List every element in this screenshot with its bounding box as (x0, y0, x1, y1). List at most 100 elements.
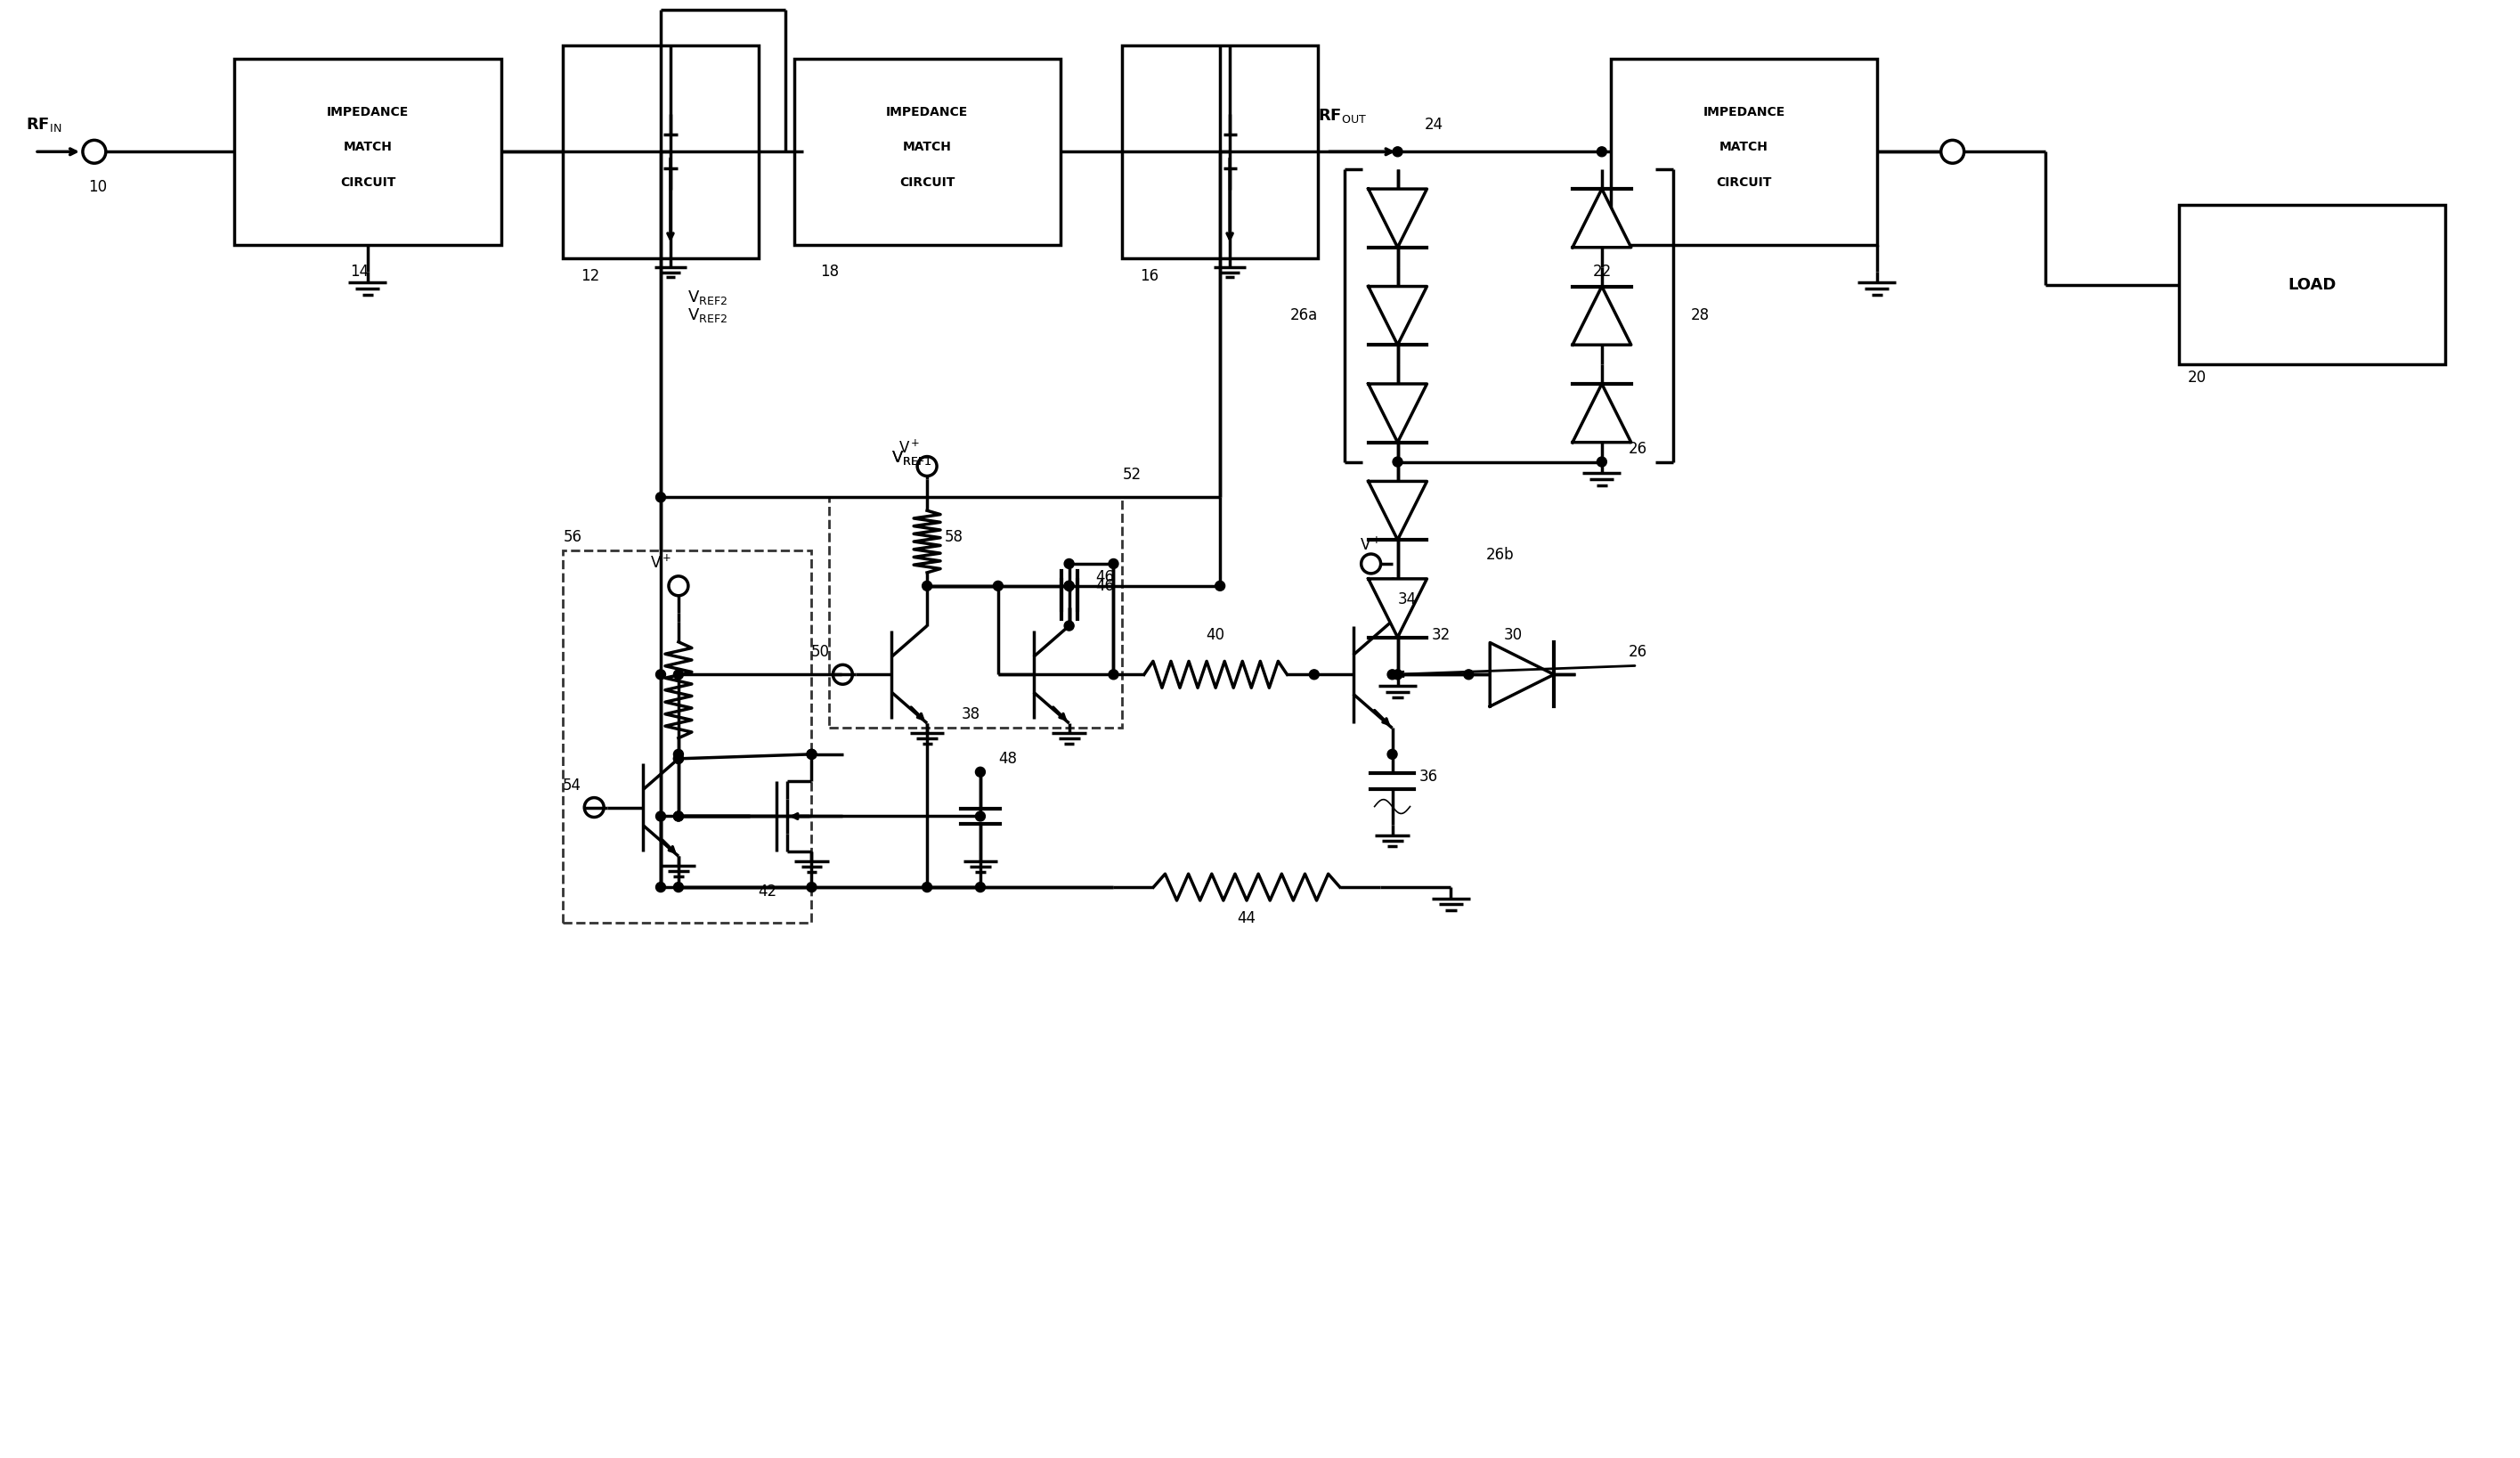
Text: IMPEDANCE: IMPEDANCE (887, 105, 968, 118)
Circle shape (1109, 669, 1119, 679)
Text: 26: 26 (1628, 440, 1648, 456)
Circle shape (993, 582, 1003, 590)
Circle shape (1063, 582, 1074, 590)
Text: 10: 10 (88, 179, 106, 195)
Text: 30: 30 (1504, 627, 1522, 643)
Text: V$_{\mathsf{REF2}}$: V$_{\mathsf{REF2}}$ (688, 306, 728, 325)
Polygon shape (1368, 190, 1426, 248)
Text: 42: 42 (759, 884, 776, 900)
Text: 26a: 26a (1290, 308, 1318, 324)
Polygon shape (1368, 579, 1426, 637)
Bar (2180, 206, 2444, 364)
Polygon shape (1368, 383, 1426, 442)
Text: 44: 44 (1237, 910, 1255, 926)
Circle shape (1215, 582, 1225, 590)
Text: CIRCUIT: CIRCUIT (340, 176, 396, 190)
Bar (794, 58, 1061, 245)
Circle shape (1464, 669, 1474, 679)
Text: 26b: 26b (1487, 547, 1515, 563)
Circle shape (673, 749, 683, 760)
Text: V$^+$: V$^+$ (650, 554, 670, 572)
Text: 54: 54 (562, 777, 580, 793)
Bar (562, 551, 811, 923)
Circle shape (1598, 147, 1608, 156)
Polygon shape (1368, 481, 1426, 539)
Circle shape (975, 882, 985, 892)
Text: 58: 58 (945, 529, 963, 545)
Circle shape (655, 669, 665, 679)
Circle shape (655, 882, 665, 892)
Text: 36: 36 (1419, 768, 1439, 784)
Circle shape (1394, 669, 1404, 679)
Circle shape (1389, 669, 1396, 679)
Circle shape (1389, 749, 1396, 760)
Text: MATCH: MATCH (902, 141, 953, 153)
Circle shape (1063, 621, 1074, 631)
Text: 24: 24 (1424, 117, 1444, 133)
Text: 14: 14 (350, 264, 368, 280)
Text: 48: 48 (998, 751, 1016, 767)
Circle shape (673, 812, 683, 821)
Circle shape (806, 882, 816, 892)
Text: 56: 56 (562, 529, 582, 545)
Text: V$_{\mathsf{REF1}}$: V$_{\mathsf{REF1}}$ (892, 449, 932, 467)
Bar (562, 45, 759, 258)
Polygon shape (1572, 286, 1630, 346)
Text: MATCH: MATCH (1719, 141, 1769, 153)
Text: 46: 46 (1096, 577, 1114, 593)
Circle shape (1394, 147, 1404, 156)
Polygon shape (1368, 286, 1426, 346)
Text: 34: 34 (1399, 590, 1416, 607)
Text: 32: 32 (1431, 627, 1452, 643)
Circle shape (1063, 582, 1074, 590)
Text: CIRCUIT: CIRCUIT (900, 176, 955, 190)
Text: 52: 52 (1121, 467, 1142, 483)
Circle shape (806, 749, 816, 760)
Circle shape (975, 812, 985, 821)
Circle shape (673, 669, 683, 679)
Text: V$^+$: V$^+$ (1361, 537, 1381, 554)
Text: 26: 26 (1628, 644, 1648, 660)
Text: V$^+$: V$^+$ (900, 439, 920, 456)
Circle shape (922, 582, 932, 590)
Polygon shape (1572, 383, 1630, 442)
Bar (829, 497, 1121, 728)
Text: CIRCUIT: CIRCUIT (1716, 176, 1772, 190)
Text: 12: 12 (580, 268, 600, 284)
Circle shape (1598, 456, 1608, 467)
Circle shape (806, 749, 816, 760)
Circle shape (673, 754, 683, 764)
Text: IMPEDANCE: IMPEDANCE (328, 105, 408, 118)
Text: 46: 46 (1096, 569, 1114, 585)
Circle shape (1394, 456, 1404, 467)
Circle shape (1109, 558, 1119, 569)
Text: 40: 40 (1207, 627, 1225, 643)
Text: 16: 16 (1139, 268, 1159, 284)
Text: V$_{\mathsf{REF2}}$: V$_{\mathsf{REF2}}$ (688, 289, 728, 306)
Text: MATCH: MATCH (343, 141, 393, 153)
Circle shape (1063, 558, 1074, 569)
Bar (1121, 45, 1318, 258)
Circle shape (655, 493, 665, 502)
Circle shape (922, 882, 932, 892)
Polygon shape (1489, 643, 1555, 707)
Circle shape (673, 882, 683, 892)
Circle shape (1310, 669, 1318, 679)
Text: LOAD: LOAD (2288, 277, 2336, 293)
Circle shape (673, 812, 683, 821)
Bar (234, 58, 501, 245)
Bar (1610, 58, 1877, 245)
Polygon shape (1572, 190, 1630, 248)
Text: V$_{\mathsf{REF1}}$: V$_{\mathsf{REF1}}$ (892, 449, 932, 467)
Text: 18: 18 (822, 264, 839, 280)
Text: RF$_{\mathsf{IN}}$: RF$_{\mathsf{IN}}$ (25, 117, 63, 134)
Circle shape (975, 767, 985, 777)
Text: 50: 50 (811, 644, 829, 660)
Text: RF$_{\mathsf{OUT}}$: RF$_{\mathsf{OUT}}$ (1318, 108, 1366, 125)
Circle shape (673, 754, 683, 764)
Text: 28: 28 (1691, 308, 1709, 324)
Text: 20: 20 (2187, 370, 2208, 386)
Text: IMPEDANCE: IMPEDANCE (1704, 105, 1784, 118)
Text: 38: 38 (963, 706, 980, 722)
Circle shape (655, 812, 665, 821)
